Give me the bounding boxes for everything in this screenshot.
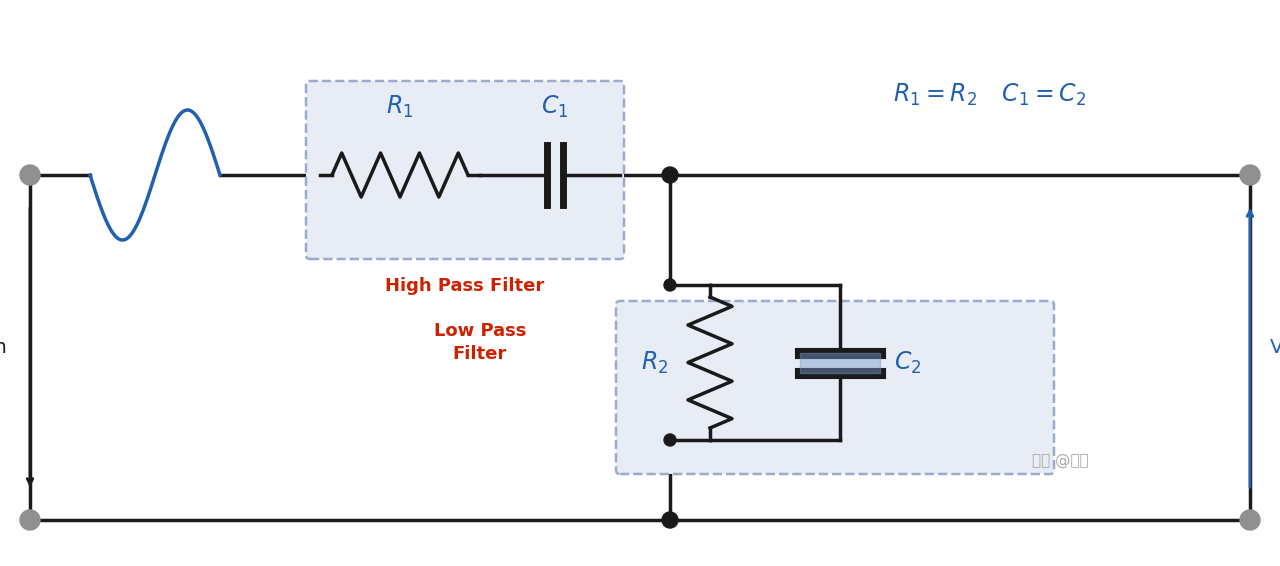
Circle shape xyxy=(662,512,678,528)
Text: $R_1$: $R_1$ xyxy=(387,94,413,120)
Text: 知乎 @皮特: 知乎 @皮特 xyxy=(1032,452,1088,468)
Circle shape xyxy=(20,510,40,530)
Text: $R_1 = R_2$   $C_1 = C_2$: $R_1 = R_2$ $C_1 = C_2$ xyxy=(893,82,1087,108)
Circle shape xyxy=(1240,165,1260,185)
Circle shape xyxy=(1240,510,1260,530)
Text: High Pass Filter: High Pass Filter xyxy=(385,277,544,295)
Circle shape xyxy=(662,167,678,183)
Text: $C_1$: $C_1$ xyxy=(541,94,568,120)
Text: $C_2$: $C_2$ xyxy=(895,349,922,376)
Text: Vout: Vout xyxy=(1270,338,1280,357)
FancyBboxPatch shape xyxy=(306,81,625,259)
Text: $R_2$: $R_2$ xyxy=(641,349,668,376)
Circle shape xyxy=(664,434,676,446)
Circle shape xyxy=(664,279,676,291)
Circle shape xyxy=(20,165,40,185)
FancyBboxPatch shape xyxy=(616,301,1053,474)
Text: Low Pass
Filter: Low Pass Filter xyxy=(434,321,526,363)
Text: Vin: Vin xyxy=(0,338,8,357)
